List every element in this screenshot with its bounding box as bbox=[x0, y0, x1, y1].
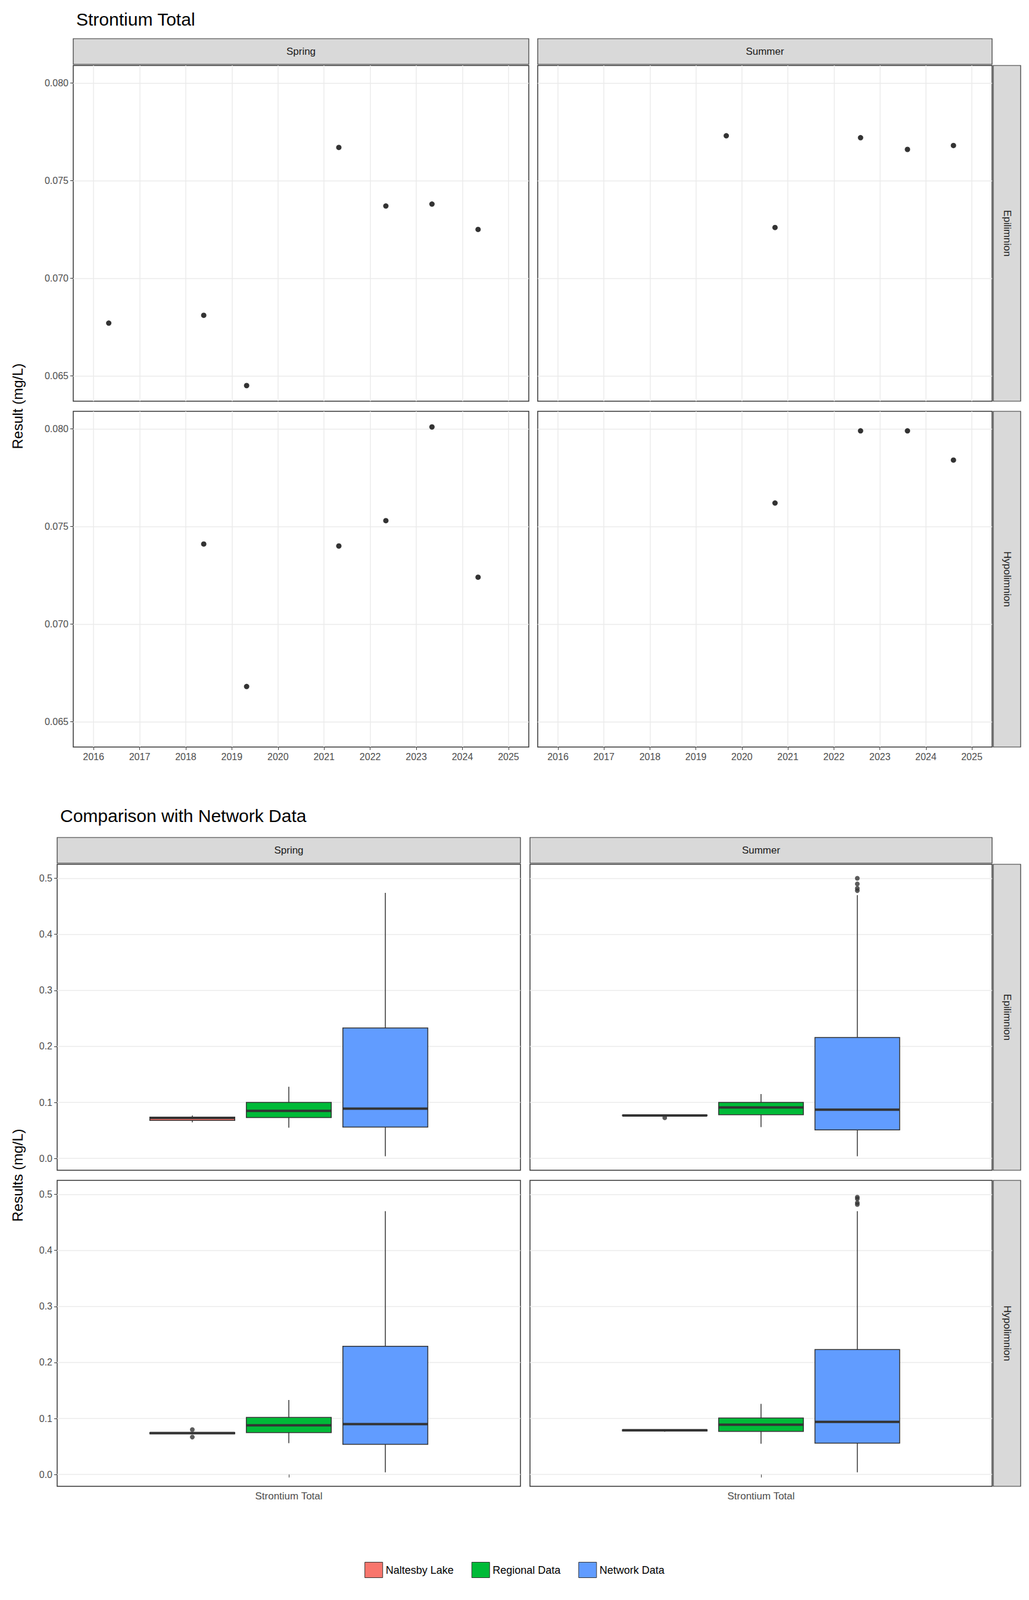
svg-text:0.3: 0.3 bbox=[39, 985, 53, 996]
svg-text:Network Data: Network Data bbox=[599, 1564, 666, 1577]
svg-text:Epilimnion: Epilimnion bbox=[1001, 994, 1013, 1041]
svg-text:2020: 2020 bbox=[267, 752, 289, 763]
svg-text:0.070: 0.070 bbox=[44, 273, 69, 284]
svg-text:2016: 2016 bbox=[82, 752, 105, 763]
svg-text:2020: 2020 bbox=[731, 752, 753, 763]
svg-text:2023: 2023 bbox=[405, 752, 427, 763]
svg-text:0.4: 0.4 bbox=[39, 1245, 53, 1256]
svg-text:2025: 2025 bbox=[961, 752, 983, 763]
svg-text:2021: 2021 bbox=[777, 752, 799, 763]
svg-text:0.075: 0.075 bbox=[44, 175, 69, 186]
svg-text:0.0: 0.0 bbox=[39, 1470, 53, 1481]
svg-text:Spring: Spring bbox=[286, 45, 316, 58]
svg-text:2022: 2022 bbox=[823, 752, 845, 763]
svg-text:2022: 2022 bbox=[359, 752, 382, 763]
svg-text:Result (mg/L): Result (mg/L) bbox=[9, 363, 26, 449]
svg-text:2018: 2018 bbox=[175, 752, 197, 763]
svg-text:2016: 2016 bbox=[547, 752, 569, 763]
svg-text:Strontium Total: Strontium Total bbox=[254, 1491, 323, 1503]
svg-text:2018: 2018 bbox=[639, 752, 661, 763]
svg-text:2017: 2017 bbox=[593, 752, 615, 763]
svg-text:0.065: 0.065 bbox=[44, 716, 69, 728]
svg-text:0.0: 0.0 bbox=[39, 1154, 53, 1165]
svg-text:Epilimnion: Epilimnion bbox=[1001, 210, 1013, 257]
svg-text:Naltesby Lake: Naltesby Lake bbox=[385, 1564, 454, 1577]
svg-text:Strontium Total: Strontium Total bbox=[76, 9, 196, 30]
svg-text:0.1: 0.1 bbox=[39, 1414, 53, 1425]
svg-text:Spring: Spring bbox=[273, 844, 304, 857]
svg-text:0.065: 0.065 bbox=[44, 370, 69, 382]
svg-text:Regional Data: Regional Data bbox=[492, 1564, 561, 1577]
svg-text:0.5: 0.5 bbox=[39, 873, 53, 884]
svg-text:Comparison with Network Data: Comparison with Network Data bbox=[60, 806, 307, 826]
svg-text:Hypolimnion: Hypolimnion bbox=[1001, 1305, 1013, 1362]
svg-text:2021: 2021 bbox=[313, 752, 335, 763]
svg-text:Summer: Summer bbox=[741, 844, 781, 857]
svg-text:0.2: 0.2 bbox=[39, 1357, 53, 1368]
svg-text:0.3: 0.3 bbox=[39, 1301, 53, 1312]
svg-text:Results (mg/L): Results (mg/L) bbox=[9, 1129, 26, 1222]
svg-text:0.5: 0.5 bbox=[39, 1189, 53, 1200]
svg-text:2023: 2023 bbox=[869, 752, 891, 763]
svg-text:2025: 2025 bbox=[497, 752, 520, 763]
svg-text:0.080: 0.080 bbox=[44, 78, 69, 89]
svg-text:Summer: Summer bbox=[745, 45, 785, 58]
svg-text:2019: 2019 bbox=[685, 752, 707, 763]
svg-text:Hypolimnion: Hypolimnion bbox=[1001, 551, 1013, 608]
svg-text:2024: 2024 bbox=[451, 752, 474, 763]
svg-text:0.070: 0.070 bbox=[44, 619, 69, 630]
svg-text:0.075: 0.075 bbox=[44, 521, 69, 532]
svg-text:0.1: 0.1 bbox=[39, 1098, 53, 1109]
svg-text:0.2: 0.2 bbox=[39, 1041, 53, 1052]
svg-text:2019: 2019 bbox=[221, 752, 243, 763]
svg-text:2017: 2017 bbox=[129, 752, 151, 763]
svg-text:Strontium Total: Strontium Total bbox=[727, 1491, 795, 1503]
svg-text:0.080: 0.080 bbox=[44, 423, 69, 435]
svg-text:0.4: 0.4 bbox=[39, 929, 53, 940]
svg-text:2024: 2024 bbox=[915, 752, 937, 763]
